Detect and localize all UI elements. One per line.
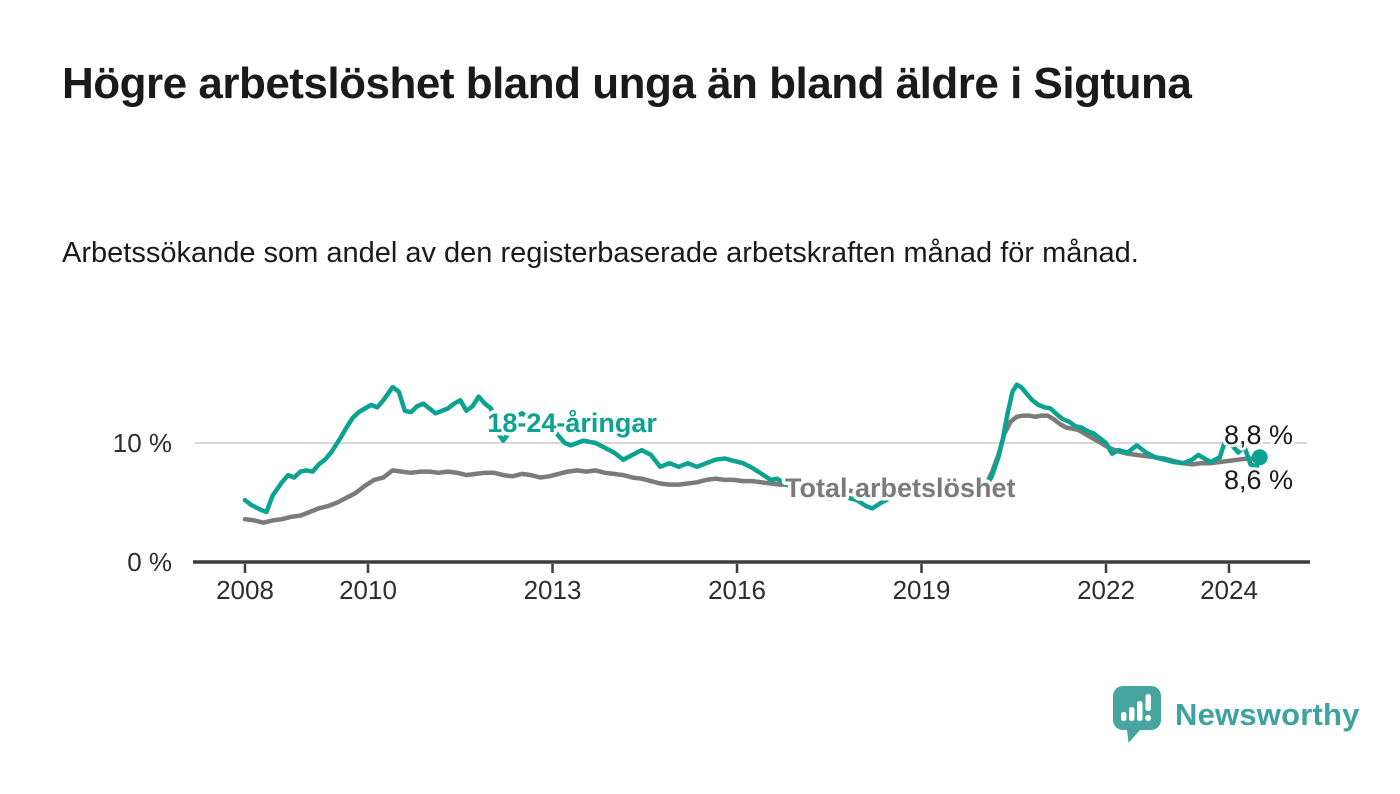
y-tick-label-10: 10 %: [113, 428, 172, 458]
x-tick-label-2019: 2019: [893, 575, 951, 605]
newsworthy-logo-icon: [1113, 686, 1161, 744]
series-label-total-arbetsl-shet: Total arbetslöshet: [785, 473, 1016, 503]
end-value-label-young: 8,8 %: [1224, 420, 1293, 450]
brand-footer: Newsworthy: [1113, 686, 1360, 744]
end-value-label-total: 8,6 %: [1224, 465, 1293, 495]
page-subtitle: Arbetssökande som andel av den registerb…: [62, 237, 1139, 269]
series-end-dot: [1251, 449, 1268, 466]
brand-name: Newsworthy: [1175, 697, 1360, 732]
x-tick-label-2013: 2013: [524, 575, 582, 605]
x-tick-label-2022: 2022: [1077, 575, 1135, 605]
x-tick-label-2010: 2010: [339, 575, 397, 605]
y-tick-label-0: 0 %: [127, 547, 172, 577]
x-tick-label-2008: 2008: [216, 575, 274, 605]
x-tick-label-2024: 2024: [1200, 575, 1258, 605]
series-label-18-24-ringar: 18-24-åringar: [487, 408, 657, 438]
series-line-total-arbetsl-shet: [242, 413, 1263, 525]
series-line-18-24-ringar: [242, 382, 1263, 515]
page-title: Högre arbetslöshet bland unga än bland ä…: [62, 59, 1192, 108]
x-tick-label-2016: 2016: [708, 575, 766, 605]
